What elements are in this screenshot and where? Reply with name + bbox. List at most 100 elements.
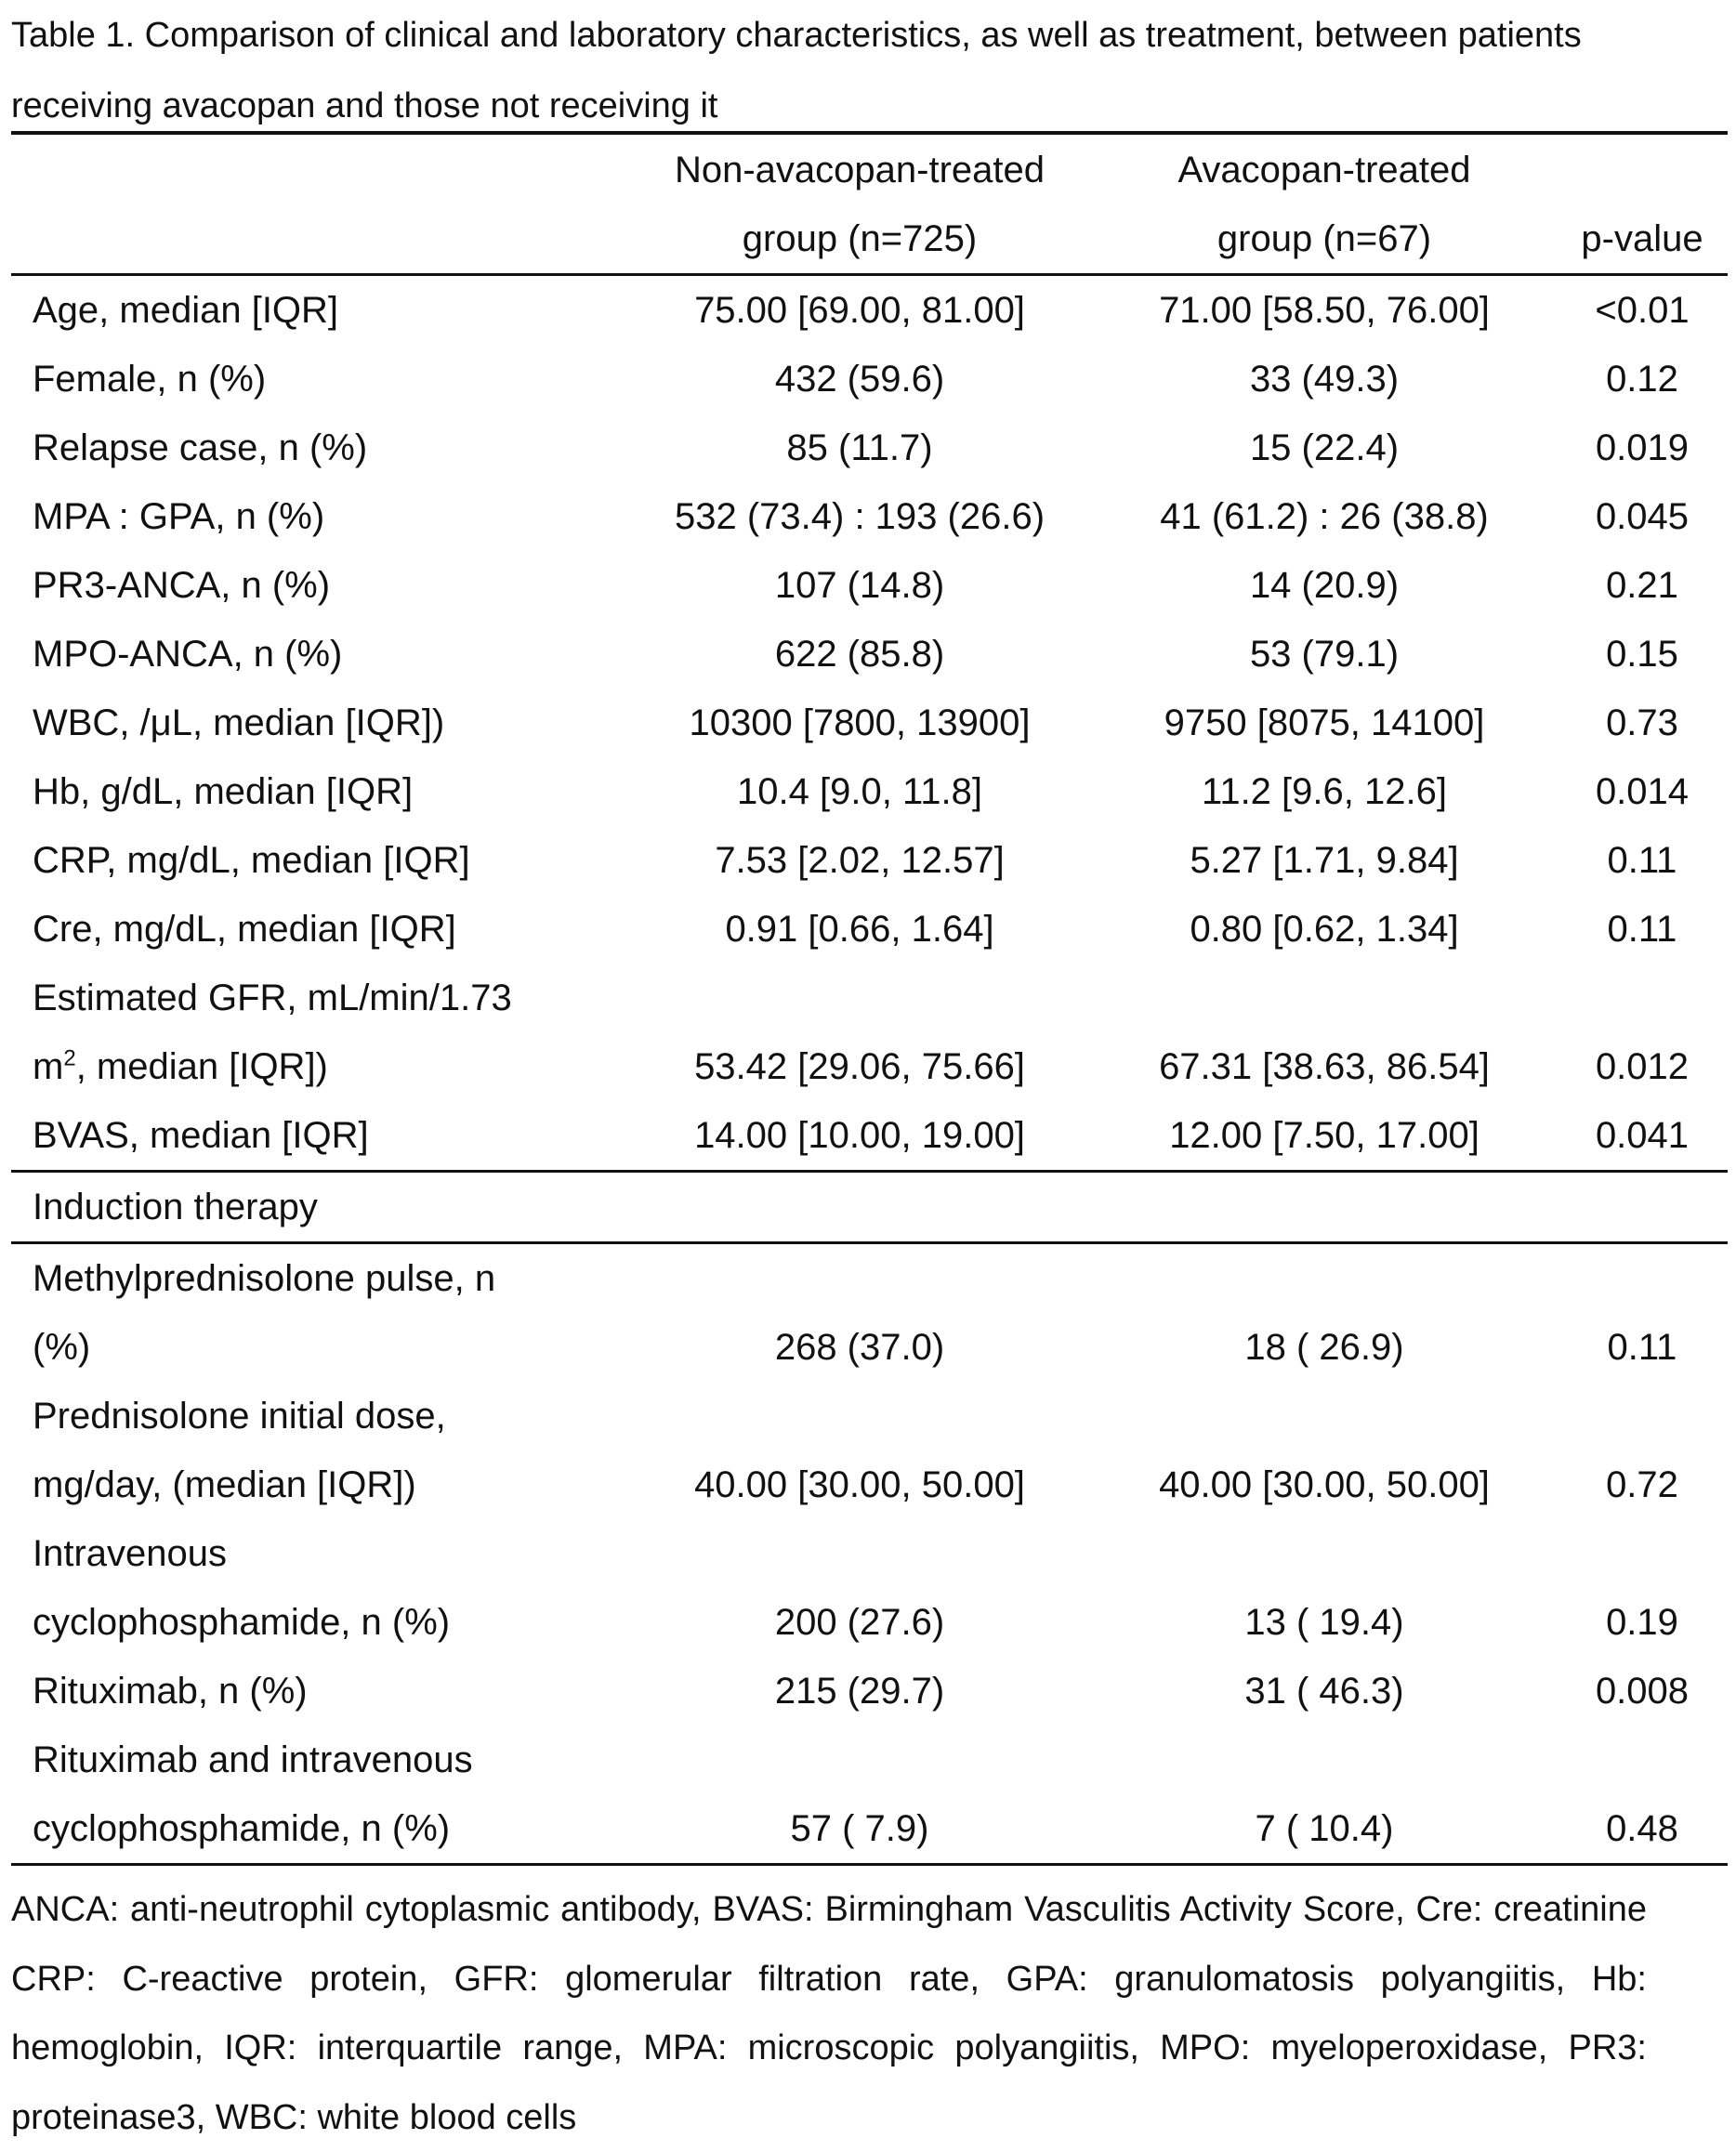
- row-label-line: MPA : GPA, n (%): [33, 496, 325, 537]
- avacopan-value: 0.80 [0.62, 1.34]: [1190, 909, 1459, 950]
- table-row: Hb, g/dL, median [IQR] 10.4 [9.0, 11.8] 11…: [11, 757, 1728, 826]
- non-avacopan-value: 57 ( 7.9): [627, 1726, 1092, 1866]
- row-label: Estimated GFR, mL/min/1.73 m2, median [IQ…: [11, 964, 627, 1101]
- table-row: Age, median [IQR] 75.00 [69.00, 81.00] 71.…: [11, 275, 1728, 346]
- non-avacopan-value: 75.00 [69.00, 81.00]: [694, 290, 1025, 331]
- row-label: Rituximab and intravenous cyclophosphamid…: [11, 1726, 627, 1866]
- row-label-line: Rituximab, n (%): [33, 1671, 308, 1712]
- avacopan-value: 11.2 [9.6, 12.6]: [1202, 771, 1447, 812]
- row-label-line: Relapse case, n (%): [33, 427, 368, 468]
- header-text: Non-avacopan-treated: [674, 150, 1046, 190]
- section-heading: Induction therapy: [11, 1170, 1728, 1244]
- avacopan-value: 33 (49.3): [1249, 359, 1400, 400]
- non-avacopan-value: 0.91 [0.66, 1.64]: [725, 909, 994, 950]
- non-avacopan-value: 85 (11.7): [786, 427, 933, 468]
- row-label: Relapse case, n (%): [11, 413, 627, 482]
- top-rule: [11, 131, 1728, 135]
- p-value: 0.11: [1607, 840, 1677, 881]
- avacopan-value: 71.00 [58.50, 76.00]: [1159, 290, 1490, 331]
- row-label-line: cyclophosphamide, n (%): [33, 1808, 451, 1849]
- table-row: Prednisolone initial dose, mg/day, (media…: [11, 1382, 1728, 1519]
- row-label-line: Intravenous: [33, 1533, 228, 1574]
- p-value: 0.73: [1606, 702, 1678, 743]
- table-row: Rituximab, n (%) 215 (29.7) 31 ( 46.3) 0.00…: [11, 1657, 1728, 1726]
- avacopan-value: 5.27 [1.71, 9.84]: [1190, 840, 1459, 881]
- row-label: BVAS, median [IQR]: [11, 1101, 627, 1173]
- row-label-line: m: [33, 1046, 64, 1087]
- avacopan-value: 31 ( 46.3): [1244, 1671, 1404, 1712]
- row-label-line: PR3-ANCA, n (%): [33, 565, 331, 606]
- row-label: Cre, mg/dL, median [IQR]: [11, 895, 627, 964]
- table-row: Cre, mg/dL, median [IQR] 0.91 [0.66, 1.64…: [11, 895, 1728, 964]
- avacopan-value: 67.31 [38.63, 86.54]: [1159, 1046, 1490, 1087]
- table-row: Relapse case, n (%) 85 (11.7) 15 (22.4) 0.0…: [11, 413, 1728, 482]
- row-label: Female, n (%): [11, 345, 627, 413]
- table-row: WBC, /μL, median [IQR]) 10300 [7800, 1390…: [11, 689, 1728, 757]
- avacopan-value: 13 ( 19.4): [1244, 1602, 1404, 1643]
- non-avacopan-value: 10300 [7800, 13900]: [689, 702, 1031, 743]
- p-value: 0.15: [1606, 634, 1678, 675]
- header-p-value: p-value: [1557, 136, 1728, 276]
- row-label-line: CRP, mg/dL, median [IQR]: [33, 840, 470, 881]
- row-label-line: Prednisolone initial dose,: [33, 1396, 446, 1437]
- row-label-line: mg/day, (median [IQR]): [33, 1464, 416, 1505]
- p-value: 0.21: [1606, 565, 1678, 606]
- row-label: MPO-ANCA, n (%): [11, 620, 627, 689]
- row-label: Intravenous cyclophosphamide, n (%): [11, 1519, 627, 1657]
- row-label-line: , median [IQR]): [75, 1046, 328, 1087]
- non-avacopan-value: 532 (73.4) : 193 (26.6): [674, 496, 1046, 537]
- row-label: PR3-ANCA, n (%): [11, 551, 627, 620]
- p-value: 0.48: [1557, 1726, 1728, 1866]
- header-text: group (n=725): [742, 218, 978, 259]
- row-label-line: Cre, mg/dL, median [IQR]: [33, 909, 456, 950]
- table-caption: Table 1. Comparison of clinical and labo…: [11, 16, 1582, 125]
- avacopan-value: 40.00 [30.00, 50.00]: [1159, 1464, 1490, 1505]
- table-row: Estimated GFR, mL/min/1.73 m2, median [IQ…: [11, 964, 1728, 1101]
- avacopan-value: 12.00 [7.50, 17.00]: [1092, 1101, 1557, 1173]
- header-avacopan: Avacopan-treated group (n=67): [1092, 136, 1557, 276]
- row-label-line: cyclophosphamide, n (%): [33, 1602, 451, 1643]
- non-avacopan-value: 14.00 [10.00, 19.00]: [627, 1101, 1092, 1173]
- row-label: WBC, /μL, median [IQR]): [11, 689, 627, 757]
- non-avacopan-value: 200 (27.6): [774, 1602, 945, 1643]
- header-blank: [11, 136, 627, 276]
- non-avacopan-value: 40.00 [30.00, 50.00]: [694, 1464, 1025, 1505]
- comparison-table: Non-avacopan-treated group (n=725) Avacop…: [11, 136, 1728, 1866]
- p-value: 0.012: [1595, 1046, 1690, 1087]
- row-label-line: Estimated GFR, mL/min/1.73: [33, 978, 512, 1018]
- non-avacopan-value: 268 (37.0): [774, 1327, 945, 1368]
- table-row: Rituximab and intravenous cyclophosphamid…: [11, 1726, 1728, 1866]
- row-label-line: MPO-ANCA, n (%): [33, 634, 343, 675]
- p-value: 0.72: [1606, 1464, 1678, 1505]
- row-label-line: WBC, /μL, median [IQR]): [33, 702, 445, 743]
- table-row: MPA : GPA, n (%) 532 (73.4) : 193 (26.6) 4…: [11, 482, 1728, 551]
- row-label: Prednisolone initial dose, mg/day, (media…: [11, 1382, 627, 1519]
- non-avacopan-value: 7.53 [2.02, 12.57]: [715, 840, 1005, 881]
- footnote: ANCA: anti-neutrophil cytoplasmic antibo…: [11, 1890, 1647, 2137]
- row-label: CRP, mg/dL, median [IQR]: [11, 826, 627, 895]
- header-non-avacopan: Non-avacopan-treated group (n=725): [627, 136, 1092, 276]
- p-value: 0.019: [1595, 427, 1690, 468]
- table-row: MPO-ANCA, n (%) 622 (85.8) 53 (79.1) 0.15: [11, 620, 1728, 689]
- p-value: 0.041: [1557, 1101, 1728, 1173]
- table-row: BVAS, median [IQR] 14.00 [10.00, 19.00] 12…: [11, 1101, 1728, 1173]
- non-avacopan-value: 10.4 [9.0, 11.8]: [737, 771, 982, 812]
- non-avacopan-value: 622 (85.8): [774, 634, 945, 675]
- row-label: Hb, g/dL, median [IQR]: [11, 757, 627, 826]
- avacopan-value: 15 (22.4): [1249, 427, 1400, 468]
- row-label-line: BVAS, median [IQR]: [33, 1115, 369, 1156]
- row-label-line: Female, n (%): [33, 359, 267, 400]
- header-text: Avacopan-treated: [1177, 150, 1471, 190]
- avacopan-value: 53 (79.1): [1249, 634, 1400, 675]
- p-value: 0.19: [1606, 1602, 1678, 1643]
- row-label: MPA : GPA, n (%): [11, 482, 627, 551]
- row-label-line: (%): [33, 1327, 91, 1368]
- row-label: Rituximab, n (%): [11, 1657, 627, 1726]
- non-avacopan-value: 53.42 [29.06, 75.66]: [694, 1046, 1025, 1087]
- section-row: Induction therapy: [11, 1170, 1728, 1244]
- p-value: <0.01: [1595, 290, 1690, 331]
- row-label-line: Methylprednisolone pulse, n: [33, 1258, 496, 1299]
- avacopan-value: 7 ( 10.4): [1092, 1726, 1557, 1866]
- p-value: 0.11: [1607, 909, 1677, 950]
- p-value: 0.008: [1595, 1671, 1690, 1712]
